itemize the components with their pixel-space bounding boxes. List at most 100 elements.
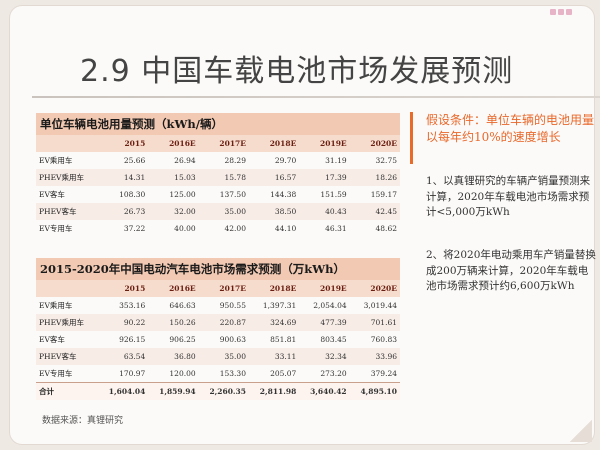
column-header: 2018E bbox=[248, 135, 300, 152]
table-cell: 15.03 bbox=[148, 169, 199, 186]
table-cell: 324.69 bbox=[248, 314, 300, 331]
column-header: 2016E bbox=[148, 135, 199, 152]
table-cell: 37.22 bbox=[123, 224, 146, 233]
table-cell: 120.00 bbox=[169, 369, 196, 378]
row-label: EV客车 bbox=[39, 190, 65, 199]
table-cell: 42.00 bbox=[224, 224, 246, 233]
table-row: EV客车 926.15 906.25 900.63 851.81 803.45 760.83 bbox=[36, 331, 400, 348]
table-battery-per-vehicle: 单位车辆电池用量预测（kWh/辆） 2015 2016E 2017E 2018E 201… bbox=[36, 113, 400, 237]
table-cell: 33.11 bbox=[248, 348, 300, 365]
table-row: PHEV客车 63.54 36.80 35.00 33.11 32.34 33.96 bbox=[36, 348, 400, 365]
table-cell: 646.63 bbox=[169, 301, 196, 310]
row-label: EV专用车 bbox=[39, 224, 73, 233]
page-title: 2.9 中国车载电池市场发展预测 bbox=[80, 54, 514, 89]
column-header: 2017E bbox=[198, 135, 249, 152]
table-cell: 150.26 bbox=[148, 314, 199, 331]
row-label: EV专用车 bbox=[39, 369, 73, 378]
table-market-demand: 2015-2020年中国电动汽车电池市场需求预测（万kWh） 2015 2016E… bbox=[36, 258, 400, 400]
table-cell: 906.25 bbox=[169, 335, 196, 344]
table2-title: 2015-2020年中国电动汽车电池市场需求预测（万kWh） bbox=[36, 258, 400, 280]
table-cell: 900.63 bbox=[219, 335, 246, 344]
page-curl bbox=[570, 420, 592, 442]
row-label: PHEV客车 bbox=[36, 203, 98, 220]
table-cell: 3,019.44 bbox=[363, 301, 397, 310]
table-cell: 379.24 bbox=[370, 369, 397, 378]
table-cell: 25.66 bbox=[123, 156, 146, 165]
table-cell: 16.57 bbox=[248, 169, 300, 186]
table2: 2015 2016E 2017E 2018E 2019E 2020E EV乘用车 353.1… bbox=[36, 280, 400, 400]
table-cell: 153.30 bbox=[219, 369, 246, 378]
table-cell: 3,640.42 bbox=[299, 382, 350, 400]
table-cell: 46.31 bbox=[325, 224, 347, 233]
table-cell: 220.87 bbox=[198, 314, 249, 331]
table-cell: 1,859.94 bbox=[148, 382, 199, 400]
table-cell: 477.39 bbox=[299, 314, 350, 331]
table-cell: 26.94 bbox=[174, 156, 196, 165]
table-cell: 31.19 bbox=[325, 156, 347, 165]
table-cell: 273.20 bbox=[320, 369, 347, 378]
table-cell: 851.81 bbox=[270, 335, 297, 344]
row-label: EV乘用车 bbox=[39, 156, 73, 165]
row-label: PHEV乘用车 bbox=[36, 314, 98, 331]
table-cell: 15.78 bbox=[198, 169, 249, 186]
row-label: EV乘用车 bbox=[39, 301, 73, 310]
column-header bbox=[36, 135, 98, 152]
table-cell: 353.16 bbox=[119, 301, 146, 310]
table-cell: 1,397.31 bbox=[262, 301, 297, 310]
column-header bbox=[36, 280, 98, 297]
title-divider bbox=[32, 96, 600, 98]
table-cell: 44.10 bbox=[274, 224, 297, 233]
slide: 2.9 中国车载电池市场发展预测 单位车辆电池用量预测（kWh/辆） 2015 2… bbox=[10, 6, 600, 444]
table-cell: 28.29 bbox=[224, 156, 246, 165]
table-cell: 151.59 bbox=[320, 190, 347, 199]
table-row: EV专用车 37.22 40.00 42.00 44.10 46.31 48.62 bbox=[36, 220, 400, 237]
column-header: 2019E bbox=[299, 135, 350, 152]
table-cell: 701.61 bbox=[349, 314, 400, 331]
column-header: 2017E bbox=[198, 280, 249, 297]
table-cell: 108.30 bbox=[119, 190, 146, 199]
table-cell: 32.75 bbox=[375, 156, 397, 165]
table-row: PHEV乘用车 14.31 15.03 15.78 16.57 17.39 18.26 bbox=[36, 169, 400, 186]
assumption-text: 假设条件：单位车辆的电池用量以每年约10%的速度增长 bbox=[426, 113, 595, 144]
data-source: 数据来源：真锂研究 bbox=[42, 416, 124, 426]
watermark-logo bbox=[550, 8, 588, 20]
note-1: 1、以真锂研究的车辆产销量预测来计算，2020年车载电池市场需求预计<5,000… bbox=[426, 175, 591, 218]
table-row: PHEV乘用车 90.22 150.26 220.87 324.69 477.39 701.… bbox=[36, 314, 400, 331]
table-cell: 159.17 bbox=[370, 190, 397, 199]
column-header: 2016E bbox=[148, 280, 199, 297]
row-label: PHEV客车 bbox=[36, 348, 98, 365]
table-cell: 26.73 bbox=[98, 203, 149, 220]
column-header: 2020E bbox=[349, 135, 400, 152]
table-cell: 144.38 bbox=[270, 190, 297, 199]
table-cell: 760.83 bbox=[370, 335, 397, 344]
table-row: EV乘用车 25.66 26.94 28.29 29.70 31.19 32.75 bbox=[36, 152, 400, 169]
table-cell: 2,054.04 bbox=[313, 301, 347, 310]
table-cell: 1,604.04 bbox=[98, 382, 149, 400]
table-cell: 90.22 bbox=[98, 314, 149, 331]
table-cell: 2,260.35 bbox=[198, 382, 249, 400]
row-label: EV客车 bbox=[39, 335, 65, 344]
table-cell: 32.34 bbox=[299, 348, 350, 365]
accent-bar bbox=[410, 112, 413, 164]
table-cell: 125.00 bbox=[169, 190, 196, 199]
table-row: PHEV客车 26.73 32.00 35.00 38.50 40.43 42.45 bbox=[36, 203, 400, 220]
column-header: 2020E bbox=[349, 280, 400, 297]
column-header: 2015 bbox=[98, 135, 149, 152]
table-row: EV客车 108.30 125.00 137.50 144.38 151.59 159.17 bbox=[36, 186, 400, 203]
table-cell: 926.15 bbox=[119, 335, 146, 344]
column-header: 2015 bbox=[98, 280, 149, 297]
table-cell: 170.97 bbox=[119, 369, 146, 378]
table1: 2015 2016E 2017E 2018E 2019E 2020E EV乘用车 25.66… bbox=[36, 135, 400, 237]
table-cell: 18.26 bbox=[349, 169, 400, 186]
table-cell: 33.96 bbox=[349, 348, 400, 365]
table-cell: 38.50 bbox=[248, 203, 300, 220]
table-cell: 205.07 bbox=[270, 369, 297, 378]
table-cell: 35.00 bbox=[198, 203, 249, 220]
table-cell: 48.62 bbox=[375, 224, 397, 233]
table-cell: 137.50 bbox=[219, 190, 246, 199]
table-cell: 40.00 bbox=[174, 224, 196, 233]
note-2: 2、将2020年电动乘用车产销量替换成200万辆来计算，2020年车载电池市场需… bbox=[426, 249, 596, 292]
table1-title: 单位车辆电池用量预测（kWh/辆） bbox=[36, 113, 400, 135]
table-cell: 4,895.10 bbox=[349, 382, 400, 400]
column-header: 2019E bbox=[299, 280, 350, 297]
